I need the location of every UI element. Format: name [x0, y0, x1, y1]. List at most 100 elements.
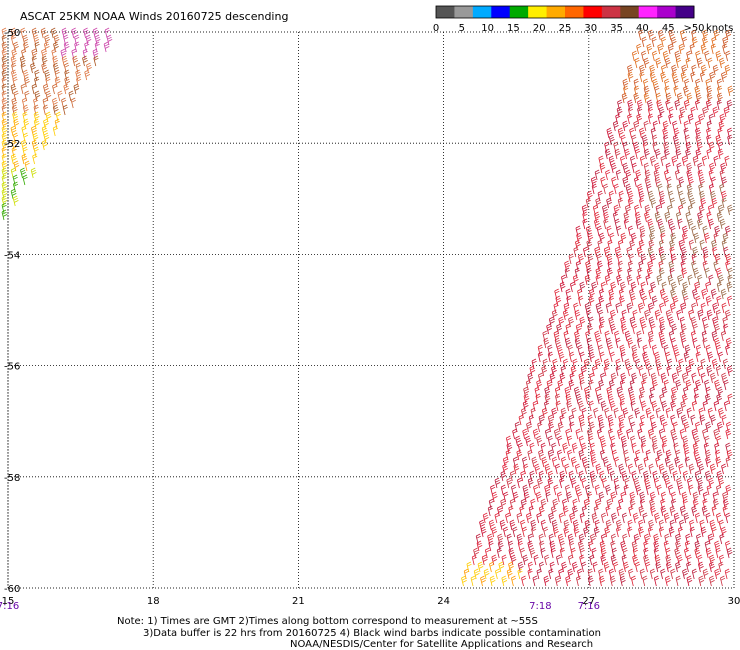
wind-barb	[647, 99, 653, 111]
wind-barb	[694, 547, 701, 559]
wind-barb	[10, 188, 17, 200]
wind-barb	[722, 358, 729, 370]
wind-barb	[555, 400, 561, 412]
wind-barb	[620, 281, 626, 293]
wind-barb	[93, 55, 99, 67]
chart-title: ASCAT 25KM NOAA Winds 20160725 descendin…	[20, 10, 288, 23]
wind-barb	[542, 358, 548, 370]
wind-barb	[553, 330, 560, 342]
wind-barb	[516, 512, 522, 524]
wind-barb	[664, 575, 671, 587]
wind-barb	[718, 477, 725, 489]
wind-barb	[665, 351, 671, 363]
wind-barb	[627, 113, 633, 125]
wind-barb	[76, 76, 82, 88]
wind-barb	[671, 155, 678, 167]
wind-barbs	[1, 27, 734, 587]
wind-barb	[641, 36, 647, 48]
wind-barb	[639, 491, 646, 503]
wind-barb	[588, 540, 594, 552]
wind-barb	[721, 197, 727, 209]
wind-barb	[662, 470, 669, 482]
wind-barb	[484, 547, 491, 559]
wind-barb	[52, 55, 59, 67]
wind-barb	[575, 239, 581, 251]
wind-barb	[607, 344, 613, 356]
wind-barb	[1, 118, 8, 130]
wind-barb	[593, 526, 600, 538]
wind-barb	[629, 127, 635, 139]
wind-barb	[694, 85, 701, 97]
wind-barb	[529, 547, 536, 559]
wind-barb	[649, 386, 655, 398]
wind-barb	[687, 113, 694, 125]
wind-barb	[697, 309, 704, 321]
wind-barb	[71, 27, 78, 39]
wind-barb	[1, 62, 8, 74]
wind-barb	[583, 526, 589, 538]
wind-barb	[580, 442, 587, 454]
wind-barb	[689, 197, 696, 209]
wind-barb	[694, 281, 700, 293]
wind-barb	[610, 323, 616, 335]
wind-barb	[21, 139, 27, 151]
wind-barb	[61, 27, 68, 39]
wind-barb	[1, 83, 7, 95]
wind-barb	[643, 470, 649, 482]
wind-barb	[658, 330, 665, 342]
wind-barb	[704, 50, 710, 62]
wind-barb	[550, 547, 556, 559]
wind-barb	[683, 351, 690, 363]
wind-barb	[695, 134, 702, 146]
wind-barb	[692, 337, 698, 349]
wind-barb	[687, 190, 694, 202]
wind-barb	[668, 113, 674, 125]
legend-tick-label: 20	[533, 23, 546, 34]
wind-barb	[661, 281, 667, 293]
wind-barb	[671, 64, 677, 76]
wind-barb	[594, 211, 600, 223]
wind-barb	[713, 29, 720, 41]
wind-barb	[695, 78, 701, 90]
wind-barb	[521, 575, 527, 587]
wind-barb	[637, 463, 644, 475]
wind-barb	[660, 36, 667, 48]
wind-barb	[74, 34, 80, 46]
wind-barb	[723, 498, 729, 510]
wind-barb	[695, 99, 701, 111]
wind-barb	[587, 323, 593, 335]
wind-barb	[41, 139, 48, 151]
wind-barb	[658, 106, 665, 118]
wind-barb	[643, 547, 649, 559]
wind-barb	[665, 92, 672, 104]
wind-barb	[578, 449, 585, 461]
wind-barb	[554, 386, 561, 398]
wind-barb	[621, 309, 627, 321]
wind-barb	[678, 204, 684, 216]
wind-barb	[638, 29, 644, 41]
wind-barb	[648, 316, 655, 328]
wind-barb	[589, 470, 596, 482]
wind-barb	[652, 50, 658, 62]
wind-barb	[10, 153, 17, 165]
wind-barb	[598, 421, 605, 433]
wind-barb	[620, 491, 626, 503]
wind-barb	[610, 372, 617, 384]
wind-barb	[639, 498, 646, 510]
wind-barb	[646, 267, 653, 279]
wind-barb	[681, 337, 687, 349]
wind-barb	[680, 71, 687, 83]
legend-swatch	[620, 6, 640, 18]
wind-barb	[705, 449, 711, 461]
wind-barb	[1, 69, 8, 81]
legend-tick-label: 10	[481, 23, 494, 34]
wind-barb	[1, 55, 8, 67]
wind-barb	[670, 568, 676, 580]
wind-barb	[676, 309, 682, 321]
wind-barb	[696, 141, 703, 153]
wind-barb	[651, 36, 657, 48]
wind-barb	[557, 421, 564, 433]
wind-barb	[674, 50, 681, 62]
wind-barb	[661, 386, 668, 398]
wind-barb	[11, 139, 17, 151]
